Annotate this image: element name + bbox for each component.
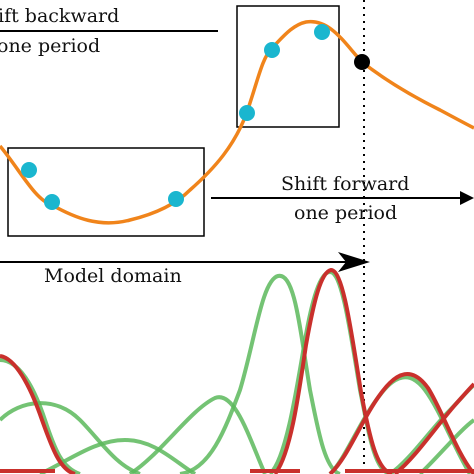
sample-point	[314, 24, 330, 40]
periodic-basis-function	[0, 354, 76, 474]
periodic-basis-function	[273, 267, 393, 474]
model-domain-label: Model domain	[44, 265, 182, 287]
shift-backward-label-line1: ift backward	[0, 5, 119, 27]
shift-forward-label-line1: Shift forward	[281, 173, 409, 195]
sample-point	[21, 162, 37, 178]
left-sample-box	[7, 147, 205, 237]
periodic-basis-function	[328, 372, 474, 474]
model-domain-arrowhead	[338, 252, 370, 272]
basis-function	[128, 395, 267, 474]
sample-point	[44, 194, 60, 210]
sample-point	[239, 105, 255, 121]
basis-functions-red	[0, 267, 474, 474]
periodic-curve	[0, 19, 474, 225]
basis-function	[0, 401, 141, 474]
top-sample-box	[236, 5, 340, 128]
shift-backward-label-line2: one period	[0, 35, 100, 57]
sample-point	[264, 42, 280, 58]
basis-function	[418, 418, 474, 474]
shift-forward-arrowhead	[460, 191, 474, 205]
shift-forward-label-line2: one period	[294, 202, 397, 224]
basis-function	[179, 273, 341, 474]
boundary-point	[354, 54, 370, 70]
sample-point	[168, 191, 184, 207]
basis-function	[39, 437, 197, 474]
periodic-basis-function	[393, 382, 474, 474]
